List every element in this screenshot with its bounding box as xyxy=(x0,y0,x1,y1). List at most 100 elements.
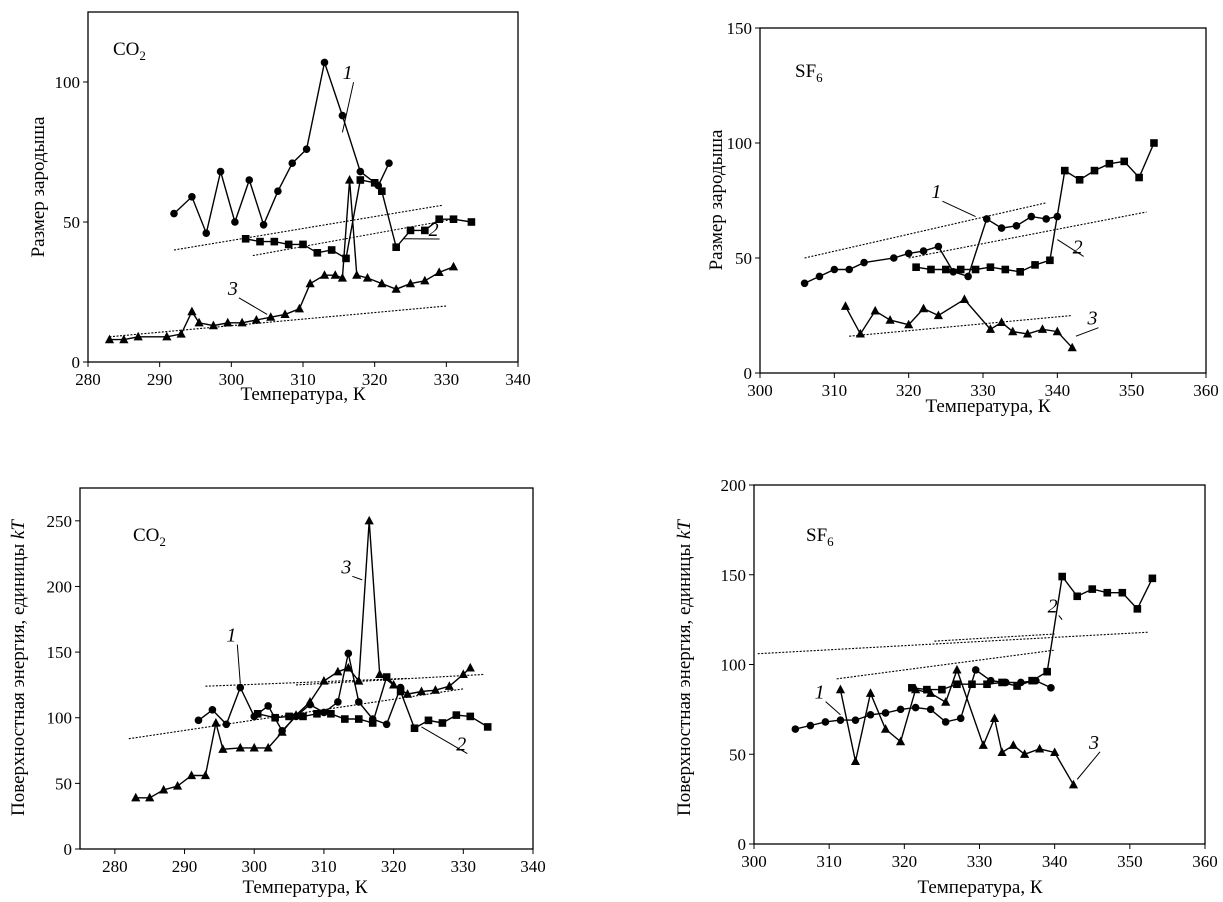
y-tick-label-4: 200 xyxy=(721,476,747,495)
series-2-point-13 xyxy=(438,719,447,727)
series-3-point-9 xyxy=(978,740,988,749)
x-axis-title: Температура, К xyxy=(240,384,365,405)
series-3-point-6 xyxy=(926,688,936,697)
series-2-point-7 xyxy=(342,254,350,263)
y-tick-label-2: 100 xyxy=(727,134,753,153)
y-tick-label-0: 0 xyxy=(738,835,747,854)
series-2-point-6 xyxy=(1001,265,1010,274)
series-1-point-12 xyxy=(356,167,365,176)
series-2-point-16 xyxy=(1150,139,1158,147)
series-3-point-9 xyxy=(249,742,259,752)
series-2-point-8 xyxy=(1028,676,1036,685)
x-tick-label-2: 300 xyxy=(219,370,245,389)
gas-label: SF6 xyxy=(806,525,834,549)
x-tick-label-1: 310 xyxy=(822,381,848,400)
trend-line-1 xyxy=(205,677,408,687)
series-3-label: 3 xyxy=(340,556,351,578)
series-1-point-6 xyxy=(881,709,890,717)
series-1-point-0 xyxy=(194,716,203,725)
series-2-leader xyxy=(1057,239,1084,257)
series-2-point-8 xyxy=(368,719,377,727)
series-3-point-0 xyxy=(131,792,141,802)
x-tick-label-3: 330 xyxy=(970,381,996,400)
series-3-point-25 xyxy=(434,267,444,276)
series-1-point-16 xyxy=(1053,212,1062,221)
series-2-point-13 xyxy=(421,226,429,235)
trend-line-2 xyxy=(908,211,1147,259)
series-1-label: 1 xyxy=(815,682,825,704)
x-tick-label-5: 330 xyxy=(434,370,460,389)
series-1-point-5 xyxy=(245,176,254,184)
y-tick-label-0: 0 xyxy=(744,364,753,383)
panel-co2-energy: CO2 Температура, К Поверхностная энергия… xyxy=(8,487,546,898)
series-2-point-6 xyxy=(998,678,1006,687)
series-2-point-10 xyxy=(1060,166,1069,175)
series-2-point-9 xyxy=(382,673,391,681)
series-2-point-5 xyxy=(986,263,995,271)
series-1-point-1 xyxy=(188,193,196,201)
x-tick-label-2: 320 xyxy=(892,852,918,871)
series-2-point-4 xyxy=(299,240,307,249)
series-1-point-2 xyxy=(821,718,830,726)
series-1-leader xyxy=(341,82,355,133)
plot-frame xyxy=(87,11,519,363)
series-3-point-8 xyxy=(952,664,962,674)
series-3-point-7 xyxy=(941,697,951,706)
series-3-point-23 xyxy=(430,685,441,694)
series-1-point-0 xyxy=(791,725,800,733)
series-3-point-24 xyxy=(420,275,430,285)
series-3-point-2 xyxy=(159,784,169,794)
series-1-point-8 xyxy=(911,703,920,712)
x-tick-label-2: 320 xyxy=(896,381,922,400)
trend-line-3 xyxy=(934,633,1055,642)
trend-line-1 xyxy=(173,204,443,251)
series-1-point-4 xyxy=(860,258,868,267)
series-1-point-12 xyxy=(997,224,1006,232)
series-3-point-4 xyxy=(186,770,197,780)
series-3-point-18 xyxy=(344,175,355,184)
series-3-point-23 xyxy=(405,278,416,288)
series-3-point-6 xyxy=(211,717,221,727)
x-tick-label-0: 300 xyxy=(747,381,773,400)
series-3-point-20 xyxy=(362,273,373,282)
series-3-point-18 xyxy=(364,515,374,525)
y-tick-label-5: 250 xyxy=(47,512,73,531)
series-3-point-22 xyxy=(416,686,427,696)
series-2-label: 2 xyxy=(456,734,466,756)
series-3-point-1 xyxy=(855,328,865,338)
series-3-point-1 xyxy=(119,334,129,344)
y-tick-label-2: 100 xyxy=(721,656,747,675)
trend-line-2 xyxy=(836,649,1055,680)
series-2-point-0 xyxy=(912,263,920,271)
y-tick-label-1: 50 xyxy=(729,745,746,764)
series-3-point-17 xyxy=(354,675,364,685)
series-3-point-8 xyxy=(235,742,245,752)
series-1-point-10 xyxy=(334,698,342,706)
series-1-line xyxy=(173,59,390,236)
series-2-point-2 xyxy=(285,712,293,721)
x-tick-label-4: 340 xyxy=(1042,852,1068,871)
series-2-leader xyxy=(1058,615,1063,620)
series-3-leader xyxy=(1076,751,1101,780)
series-3-point-12 xyxy=(1037,324,1048,333)
series-1-leader xyxy=(825,701,841,716)
y-tick-label-1: 50 xyxy=(735,249,752,268)
series-1-line xyxy=(795,668,1052,730)
x-tick-label-1: 290 xyxy=(172,857,198,876)
y-tick-label-1: 50 xyxy=(63,213,80,232)
series-2-point-8 xyxy=(1031,261,1039,269)
series-2-point-14 xyxy=(1120,157,1129,166)
series-3-line xyxy=(135,520,471,799)
series-3-point-2 xyxy=(870,305,880,315)
series-1-point-9 xyxy=(302,145,311,153)
series-2-point-4 xyxy=(971,265,980,274)
y-axis-title: Поверхностная энергия, единицы kT xyxy=(674,519,695,816)
series-3-point-21 xyxy=(377,278,387,288)
y-tick-label-3: 150 xyxy=(721,566,747,585)
series-1-point-10 xyxy=(320,58,329,67)
series-2-label: 2 xyxy=(1073,236,1083,258)
series-2-point-9 xyxy=(370,179,379,187)
series-3-point-13 xyxy=(1020,749,1030,758)
series-3-point-13 xyxy=(1052,326,1062,336)
x-axis-title: Температура, К xyxy=(242,877,367,898)
